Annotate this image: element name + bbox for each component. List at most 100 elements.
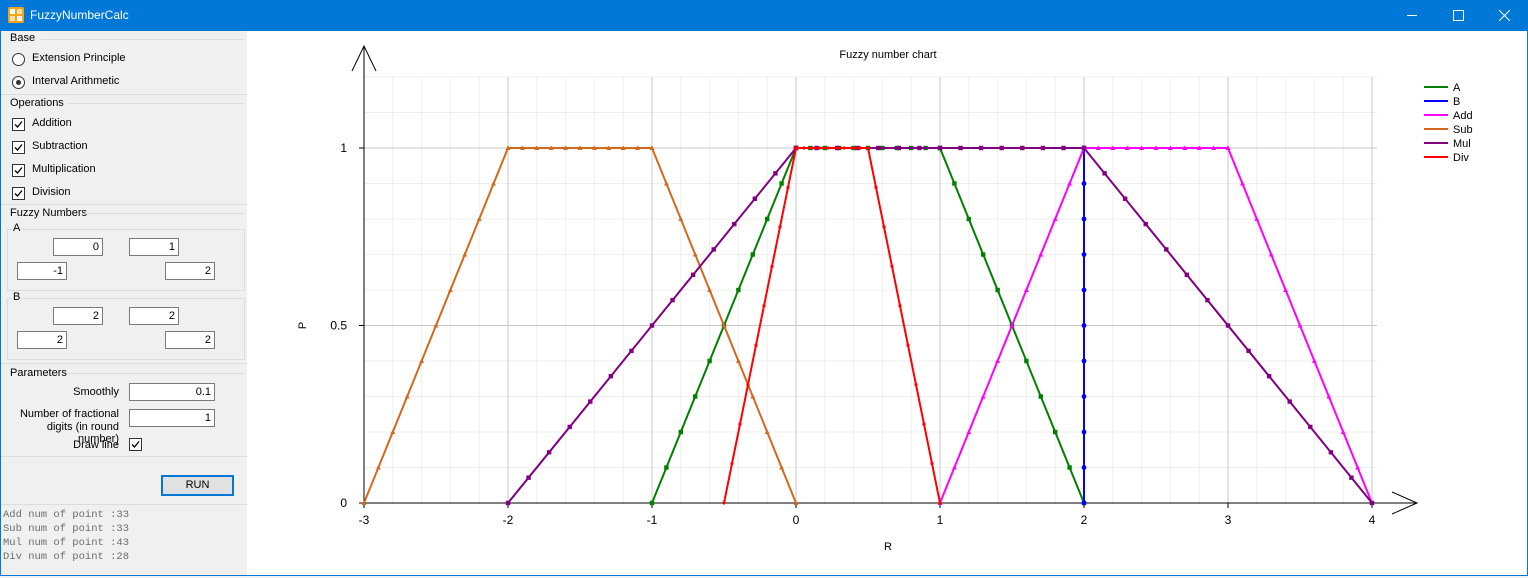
data-point-a <box>736 287 741 293</box>
legend-label-add: Add <box>1453 110 1473 122</box>
b-bottom-left-input[interactable] <box>17 331 67 349</box>
data-point-div <box>858 146 862 150</box>
x-tick-label: -1 <box>647 513 658 527</box>
draw-line-checkbox[interactable] <box>129 438 142 451</box>
fuzzy-numbers-group-label: Fuzzy Numbers <box>10 207 88 219</box>
log-line: Div num of point :28 <box>3 551 130 563</box>
data-point-sub <box>491 180 496 186</box>
data-point-mul <box>978 145 984 151</box>
checkmark-icon <box>14 121 23 128</box>
divider <box>41 39 245 40</box>
data-point-div <box>898 304 902 308</box>
data-point-div <box>810 146 814 150</box>
data-point-div <box>938 501 942 505</box>
data-point-div <box>914 383 918 387</box>
a-top-left-input[interactable] <box>53 238 103 256</box>
data-point-add <box>1283 287 1288 292</box>
data-point-sub <box>692 251 698 257</box>
x-tick-label: -3 <box>359 513 370 527</box>
data-point-add <box>1124 145 1130 150</box>
data-point-add <box>1038 251 1044 257</box>
data-point-mul <box>1122 196 1128 201</box>
a-top-right-input[interactable] <box>129 238 179 256</box>
log-line: Sub num of point :33 <box>3 523 130 535</box>
data-point-sub <box>361 500 367 505</box>
data-point-sub <box>664 180 669 186</box>
data-point-add <box>1110 145 1116 150</box>
data-point-a <box>750 252 755 257</box>
x-tick-label: -2 <box>503 513 514 527</box>
data-point-mul <box>1308 424 1313 430</box>
data-point-mul <box>1328 450 1334 455</box>
data-point-add <box>1052 216 1058 221</box>
fractional-digits-input[interactable] <box>129 409 215 427</box>
data-point-mul <box>1287 399 1292 404</box>
window-title: FuzzyNumberCalc <box>30 8 129 22</box>
data-point-div <box>794 146 798 150</box>
a-bottom-right-input[interactable] <box>165 262 215 280</box>
data-point-add <box>1326 393 1332 399</box>
x-tick-label: 0 <box>793 513 800 527</box>
minimize-button[interactable] <box>1390 0 1436 31</box>
b-top-right-input[interactable] <box>129 307 179 325</box>
x-axis-label: R <box>884 541 892 553</box>
base-group-label: Base <box>10 32 36 44</box>
data-point-mul <box>1246 348 1251 354</box>
data-point-mul <box>1369 500 1375 506</box>
data-point-div <box>818 146 822 150</box>
data-point-sub <box>707 287 712 292</box>
data-point-mul <box>670 297 675 303</box>
b-top-left-input[interactable] <box>53 307 103 325</box>
checkbox[interactable] <box>12 187 25 200</box>
data-point-add <box>1340 429 1346 434</box>
data-point-b <box>1081 500 1087 506</box>
data-point-add <box>1182 145 1188 150</box>
data-point-sub <box>793 500 799 505</box>
checkbox[interactable] <box>12 141 25 154</box>
data-point-mul <box>1349 475 1354 480</box>
data-point-a <box>1067 465 1072 470</box>
y-axis-arrow <box>351 44 377 72</box>
data-point-sub <box>534 145 540 150</box>
data-point-div <box>722 501 726 505</box>
data-point-sub <box>721 322 727 328</box>
data-point-div <box>842 146 846 150</box>
close-button[interactable] <box>1482 0 1528 31</box>
checkbox-label: Addition <box>32 117 72 129</box>
data-point-a <box>649 500 655 506</box>
log-output: Add num of point :33 Sub num of point :3… <box>1 507 247 575</box>
data-point-mul <box>1061 145 1066 151</box>
divider <box>1 456 247 457</box>
data-point-mul <box>1184 272 1190 277</box>
divider <box>1 204 247 205</box>
maximize-button[interactable] <box>1436 0 1482 31</box>
checkbox[interactable] <box>12 118 25 131</box>
radio-button[interactable] <box>12 53 25 66</box>
data-point-add <box>1268 251 1274 257</box>
divider <box>1 363 247 364</box>
data-point-sub <box>678 216 684 221</box>
data-point-add <box>1009 322 1015 328</box>
data-point-a <box>664 465 669 470</box>
data-point-a <box>966 216 971 222</box>
a-bottom-left-input[interactable] <box>17 262 67 280</box>
data-point-div <box>826 146 830 150</box>
minimize-icon <box>1407 15 1417 16</box>
data-point-add <box>980 393 986 399</box>
digits-label-line-2: digits (in round number) <box>46 421 119 445</box>
radio-button[interactable] <box>12 76 25 89</box>
data-point-div <box>866 146 870 150</box>
data-point-b <box>1081 216 1087 222</box>
data-point-b <box>1081 323 1087 328</box>
checkbox[interactable] <box>12 164 25 177</box>
smoothly-input[interactable] <box>129 383 215 401</box>
x-axis-arrow <box>1391 491 1419 515</box>
b-bottom-right-input[interactable] <box>165 331 215 349</box>
data-point-a <box>693 394 698 399</box>
y-axis-label: P <box>297 322 309 329</box>
data-point-div <box>930 461 934 466</box>
data-point-sub <box>779 464 784 470</box>
divider <box>85 213 245 214</box>
run-button[interactable]: RUN <box>161 475 234 496</box>
data-point-mul <box>876 145 881 151</box>
